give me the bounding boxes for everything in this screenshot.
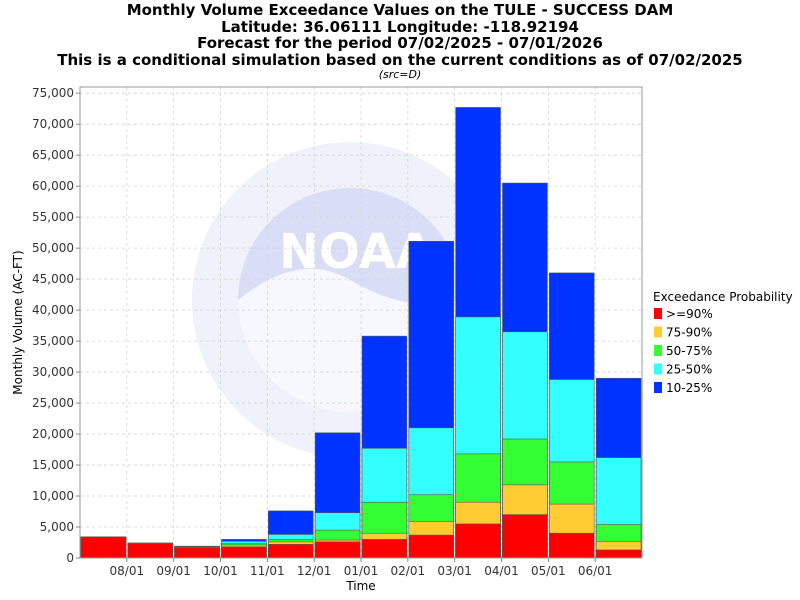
legend-label: 10-25%: [666, 381, 712, 395]
chart-titles: Monthly Volume Exceedance Values on the …: [0, 2, 800, 82]
x-tick-label: 08/01: [110, 564, 145, 578]
x-axis-title: Time: [345, 579, 375, 593]
bar--90--12-2025: [314, 541, 361, 559]
chart-title-line-3: Forecast for the period 07/02/2025 - 07/…: [197, 34, 603, 52]
x-tick-label: 05/01: [531, 564, 566, 578]
chart-subtitle: (src=D): [378, 68, 422, 81]
y-tick-label: 60,000: [32, 179, 74, 193]
bar--90--08-2025: [127, 543, 173, 559]
legend-label: 50-75%: [666, 344, 712, 358]
grid-lines: [80, 87, 642, 558]
bar--90--11-2025: [268, 544, 314, 559]
x-tick-label: 03/01: [437, 564, 472, 578]
y-tick-label: 35,000: [32, 334, 74, 348]
legend-label: 75-90%: [666, 326, 712, 340]
x-tick-label: 01/01: [344, 564, 379, 578]
legend-title: Exceedance Probability: [653, 290, 793, 304]
bar--90--07-2025: [80, 536, 127, 559]
x-tick-label: 06/01: [578, 564, 613, 578]
bar--90--01-2026: [361, 539, 408, 559]
chart-title-line-4: This is a conditional simulation based o…: [57, 50, 743, 69]
bar--90--02-2026: [408, 534, 454, 559]
y-tick-label: 70,000: [32, 117, 74, 131]
y-tick-label: 20,000: [32, 427, 74, 441]
y-tick-label: 0: [66, 551, 74, 565]
legend-label: 25-50%: [666, 363, 712, 377]
chart-title-line-2: Latitude: 36.06111 Longitude: -118.92194: [221, 17, 579, 36]
y-tick-label: 25,000: [32, 396, 74, 410]
x-tick-label: 12/01: [297, 564, 332, 578]
y-tick-label: 15,000: [32, 458, 74, 472]
y-tick-label: 5,000: [40, 520, 74, 534]
y-tick-label: 10,000: [32, 489, 74, 503]
bar--90--04-2026: [502, 514, 548, 559]
chart-title-line-1: Monthly Volume Exceedance Values on the …: [126, 1, 674, 19]
x-tick-label: 09/01: [156, 564, 191, 578]
y-tick-label: 45,000: [32, 272, 74, 286]
bar--90--03-2026: [455, 523, 501, 559]
x-tick-label: 11/01: [250, 564, 285, 578]
x-tick-label: 02/01: [391, 564, 426, 578]
bar--90--06-2026: [595, 549, 642, 559]
watermark-text: NOAA: [279, 224, 433, 280]
legend-swatch: [654, 308, 662, 319]
legend-swatch: [654, 345, 662, 356]
y-axis-title: Monthly Volume (AC-FT): [11, 250, 25, 394]
legend-swatch: [654, 382, 662, 393]
y-tick-label: 40,000: [32, 303, 74, 317]
bar--90--05-2026: [549, 532, 595, 559]
legend-label: >=90%: [666, 307, 713, 321]
bar--90--09-2025: [174, 547, 220, 559]
x-tick-label: 10/01: [203, 564, 238, 578]
x-tick-label: 04/01: [484, 564, 519, 578]
legend-swatch: [654, 326, 662, 338]
bars: [80, 107, 642, 559]
y-tick-label: 55,000: [32, 210, 74, 224]
y-ticks: 0 5,000 10,000 15,000 20,000 25,000 30,000 35,0…: [32, 86, 80, 565]
y-tick-label: 30,000: [32, 365, 74, 379]
x-ticks: 08/01 09/01 10/01 11/01 12/01 01/01 02/01 03/01…: [110, 558, 613, 578]
legend: Exceedance Probability >=90% 75-90% 50-75%…: [653, 290, 793, 395]
bar--90--10-2025: [221, 546, 267, 559]
y-tick-label: 65,000: [32, 148, 74, 162]
y-tick-label: 75,000: [32, 86, 74, 100]
y-tick-label: 50,000: [32, 241, 74, 255]
legend-swatch: [654, 363, 662, 375]
